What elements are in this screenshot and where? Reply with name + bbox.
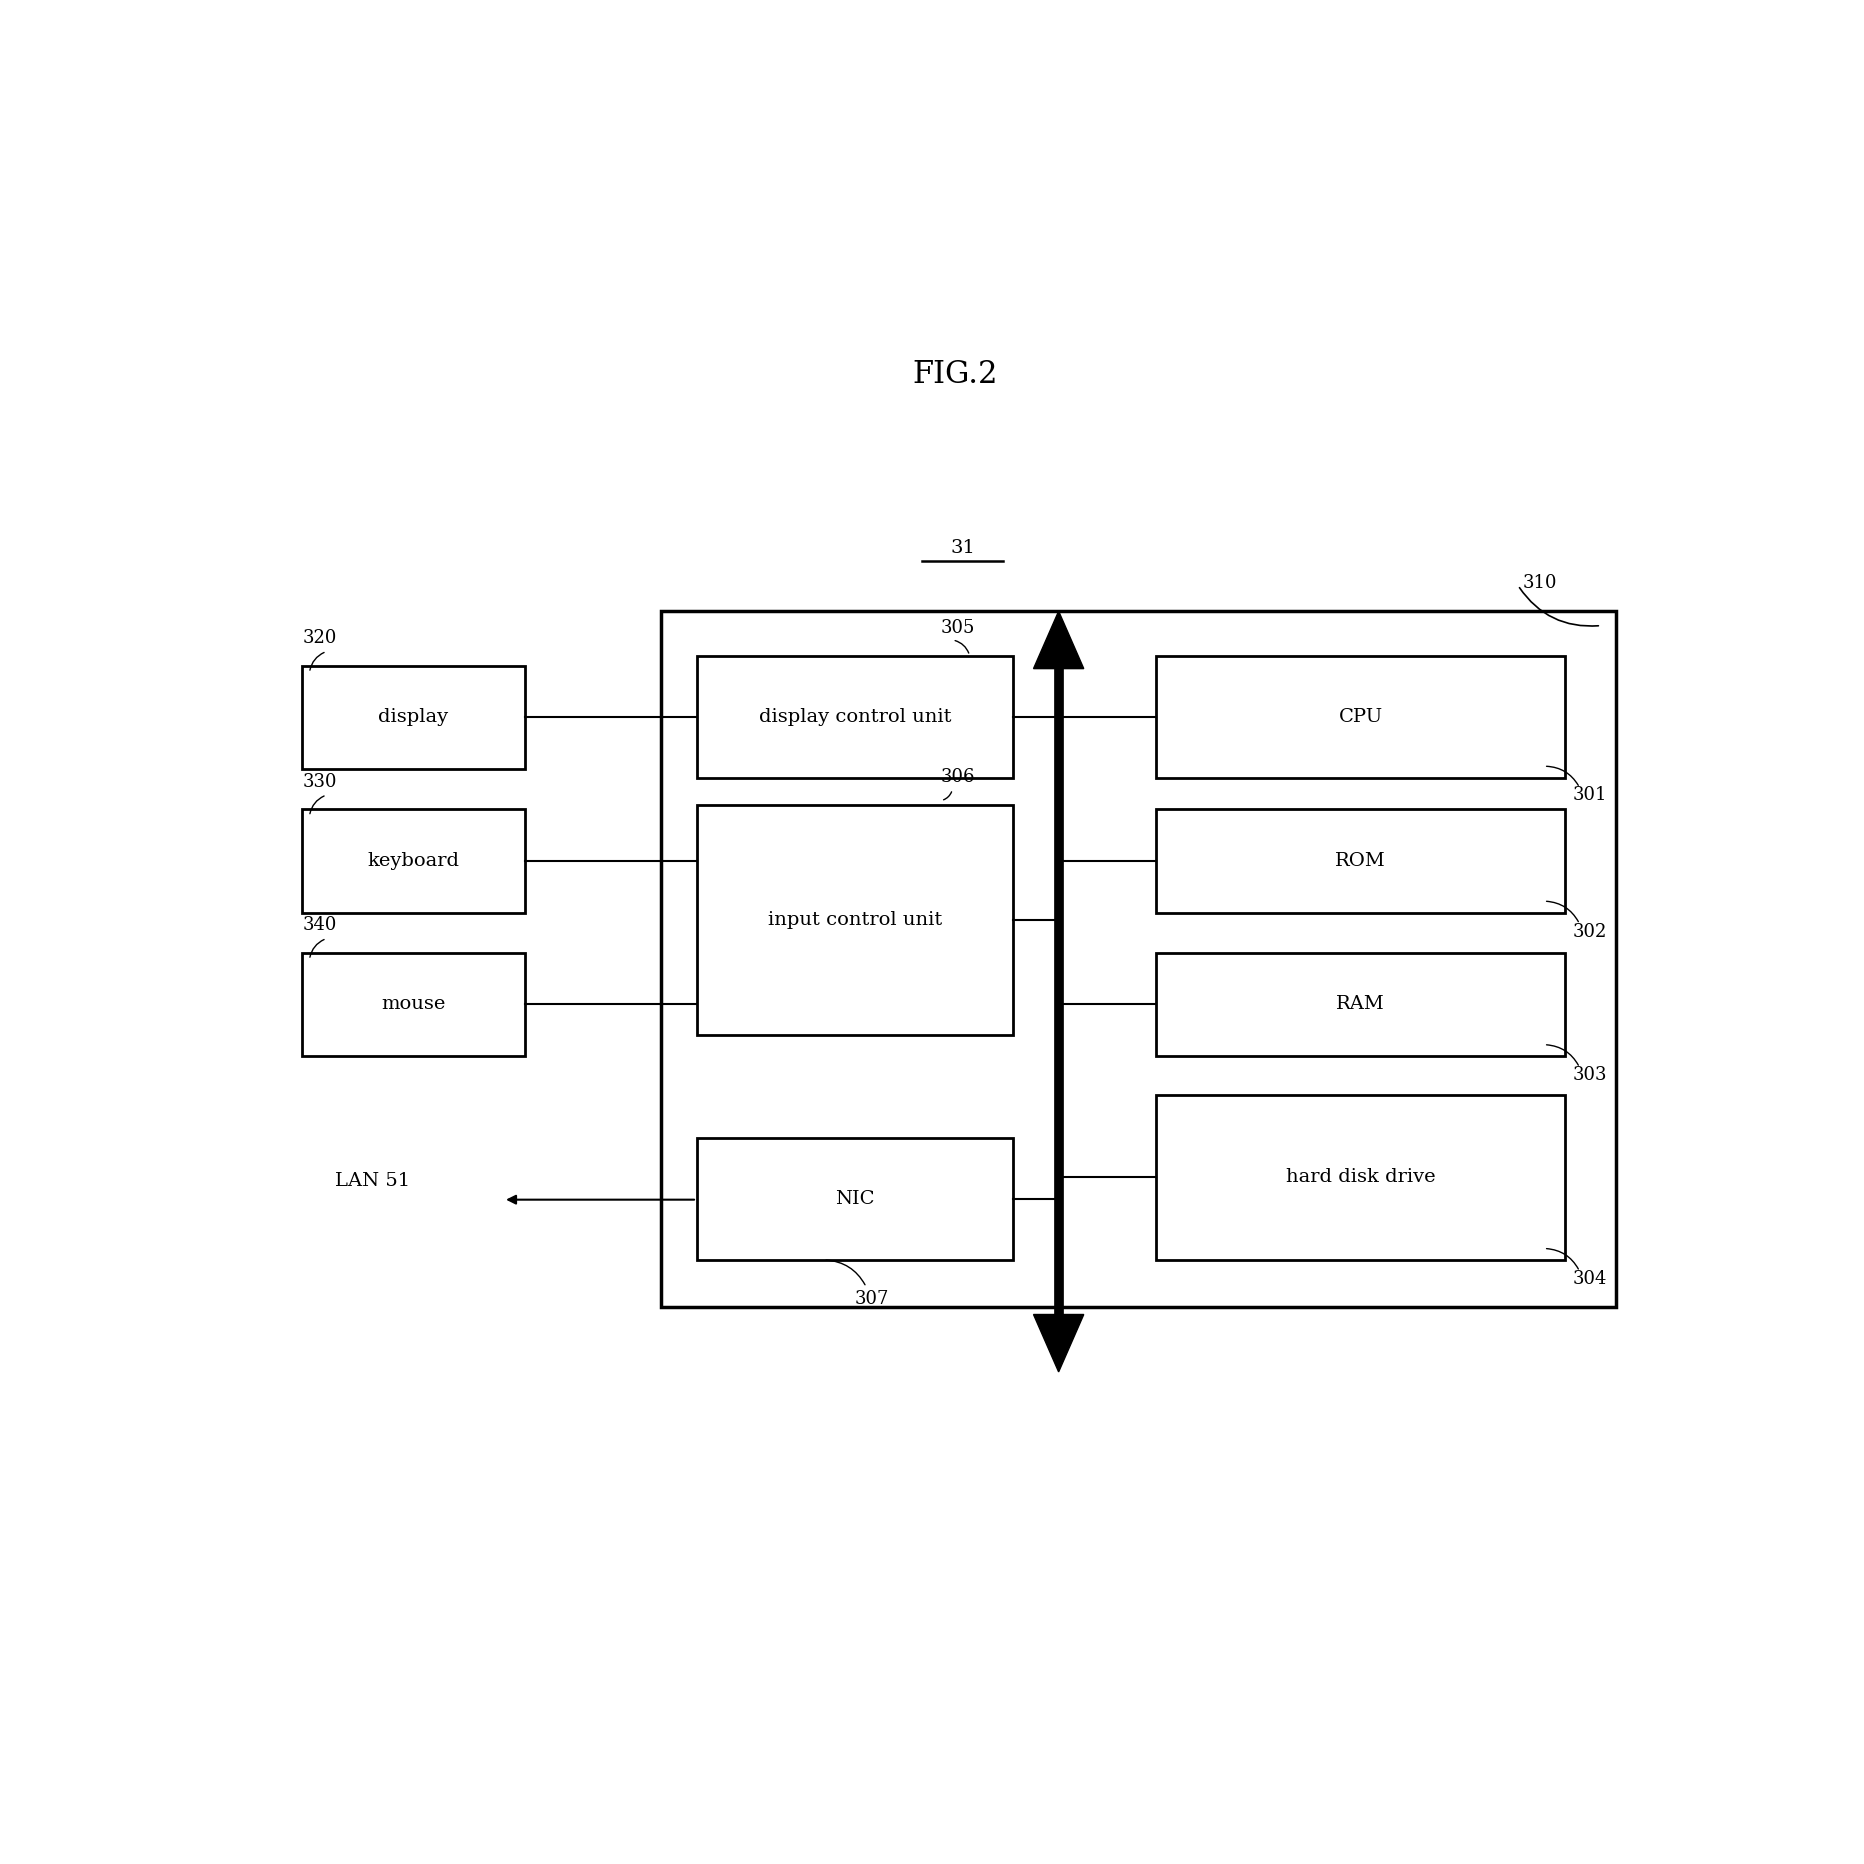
Bar xyxy=(302,665,526,770)
Text: LAN 51: LAN 51 xyxy=(336,1172,410,1189)
Text: 307: 307 xyxy=(856,1290,889,1309)
Text: input control unit: input control unit xyxy=(768,911,941,928)
Bar xyxy=(1156,656,1566,777)
Text: mouse: mouse xyxy=(382,995,445,1014)
Text: NIC: NIC xyxy=(835,1189,874,1208)
Bar xyxy=(1156,953,1566,1057)
FancyArrow shape xyxy=(1033,1314,1083,1372)
FancyArrow shape xyxy=(1033,611,1083,669)
Text: 303: 303 xyxy=(1573,1066,1607,1085)
Text: 305: 305 xyxy=(941,619,975,637)
Text: 306: 306 xyxy=(941,768,975,787)
Text: hard disk drive: hard disk drive xyxy=(1286,1169,1435,1186)
Text: display control unit: display control unit xyxy=(759,708,951,725)
Bar xyxy=(302,953,526,1057)
Text: ROM: ROM xyxy=(1335,852,1387,870)
Bar xyxy=(697,656,1012,777)
Text: RAM: RAM xyxy=(1336,995,1385,1014)
Text: FIG.2: FIG.2 xyxy=(913,360,997,390)
Text: 330: 330 xyxy=(302,772,337,790)
Text: CPU: CPU xyxy=(1338,708,1383,725)
Text: 31: 31 xyxy=(951,539,975,557)
Text: 320: 320 xyxy=(302,628,337,647)
Text: 310: 310 xyxy=(1523,574,1556,591)
Text: 301: 301 xyxy=(1573,787,1607,803)
Text: keyboard: keyboard xyxy=(367,852,460,870)
Bar xyxy=(662,611,1616,1307)
Bar xyxy=(1156,1094,1566,1260)
Bar xyxy=(697,1137,1012,1260)
Text: 302: 302 xyxy=(1573,923,1607,941)
Bar xyxy=(697,805,1012,1035)
Bar xyxy=(302,809,526,913)
Text: 340: 340 xyxy=(302,915,337,934)
Text: display: display xyxy=(378,708,449,727)
Text: 304: 304 xyxy=(1573,1269,1607,1288)
Bar xyxy=(1156,809,1566,913)
